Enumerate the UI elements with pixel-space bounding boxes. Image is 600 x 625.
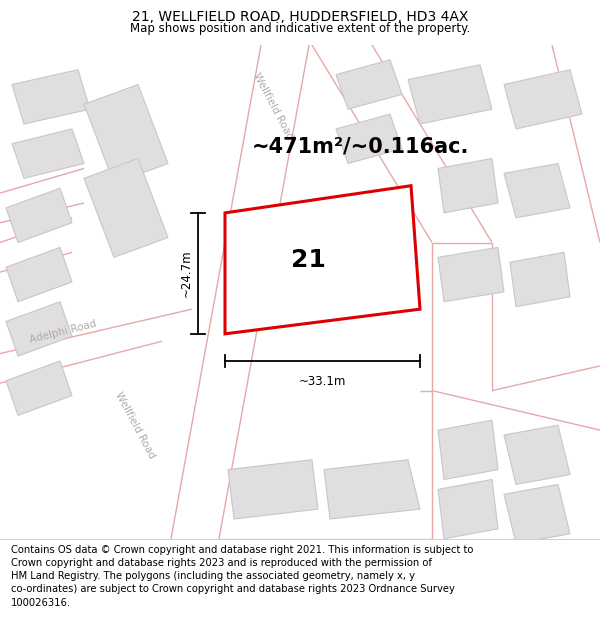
Polygon shape	[504, 484, 570, 544]
Polygon shape	[225, 186, 420, 334]
Text: 21, WELLFIELD ROAD, HUDDERSFIELD, HD3 4AX: 21, WELLFIELD ROAD, HUDDERSFIELD, HD3 4A…	[132, 10, 468, 24]
Polygon shape	[6, 248, 72, 302]
Polygon shape	[84, 84, 168, 183]
Polygon shape	[84, 159, 168, 258]
Text: ~24.7m: ~24.7m	[180, 249, 193, 297]
Polygon shape	[336, 60, 402, 109]
Text: Wellfield Road: Wellfield Road	[251, 72, 295, 142]
Text: Wellfield Road: Wellfield Road	[113, 390, 157, 460]
Text: ~33.1m: ~33.1m	[299, 375, 346, 388]
Polygon shape	[408, 65, 492, 124]
Polygon shape	[6, 361, 72, 415]
Polygon shape	[12, 129, 84, 178]
Polygon shape	[438, 159, 498, 213]
Text: Adelphi Road: Adelphi Road	[29, 318, 97, 344]
Polygon shape	[504, 164, 570, 217]
Polygon shape	[12, 69, 90, 124]
Polygon shape	[504, 425, 570, 484]
Text: Map shows position and indicative extent of the property.: Map shows position and indicative extent…	[130, 22, 470, 35]
Polygon shape	[228, 460, 318, 519]
Polygon shape	[438, 479, 498, 539]
Text: Contains OS data © Crown copyright and database right 2021. This information is : Contains OS data © Crown copyright and d…	[11, 545, 473, 608]
Polygon shape	[438, 248, 504, 302]
Polygon shape	[336, 114, 402, 164]
Polygon shape	[324, 460, 420, 519]
Polygon shape	[6, 188, 72, 242]
Text: ~471m²/~0.116ac.: ~471m²/~0.116ac.	[251, 136, 469, 156]
Polygon shape	[504, 69, 582, 129]
Text: 21: 21	[291, 248, 326, 272]
Polygon shape	[510, 253, 570, 307]
Polygon shape	[6, 302, 72, 356]
Polygon shape	[438, 420, 498, 479]
